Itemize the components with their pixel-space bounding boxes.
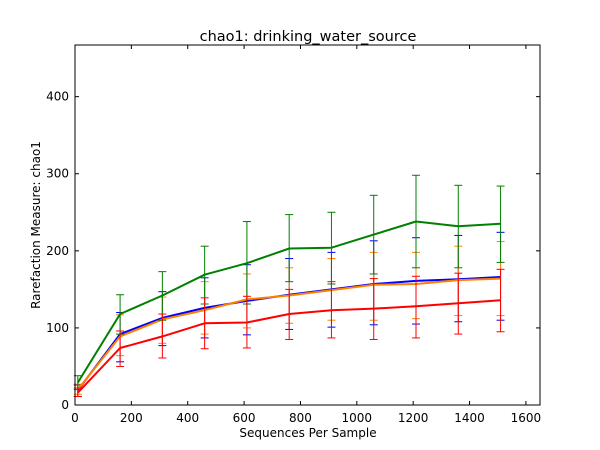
x-tick-label: 800 [289,411,312,425]
x-tick-label: 400 [176,411,199,425]
x-axis-ticks: 0 200 400 600 800 1000 1200 1400 1600 [71,45,541,425]
x-tick-label: 1600 [511,411,542,425]
plot-frame [74,44,541,406]
x-tick-label: 1000 [342,411,373,425]
series-layer [73,174,505,398]
x-tick-label: 0 [71,411,79,425]
x-axis-label: Sequences Per Sample [239,426,376,440]
series-line [77,299,501,394]
x-tick-label: 200 [120,411,143,425]
y-tick-label: 100 [46,321,69,335]
x-tick-label: 600 [233,411,256,425]
y-axis-label: Rarefaction Measure: chao1 [29,141,43,309]
y-tick-label: 300 [46,167,69,181]
y-tick-label: 400 [46,90,69,104]
chart-title: chao1: drinking_water_source [200,29,417,45]
x-tick-label: 1200 [398,411,429,425]
series-line [76,220,501,384]
series-2 [73,174,505,391]
y-tick-label: 0 [61,398,69,412]
series-3 [73,268,505,398]
x-tick-label: 1400 [454,411,485,425]
y-tick-label: 200 [46,244,69,258]
y-axis-ticks: 0 100 200 300 400 [46,90,540,412]
